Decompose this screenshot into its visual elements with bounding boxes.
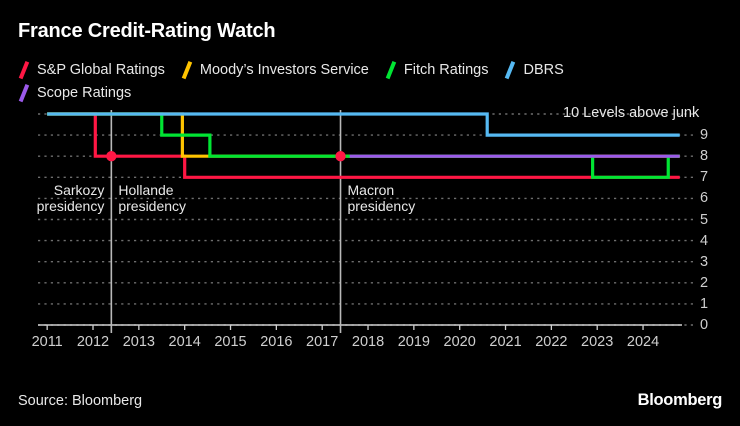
y-tick-label-6: 6 [700, 190, 709, 207]
era-label-macron: Macron presidency [347, 182, 416, 214]
bloomberg-logo: Bloomberg [637, 391, 723, 409]
x-tick-label-2020: 2020 [443, 334, 476, 350]
legend-item-dbrs[interactable]: DBRS [504, 60, 564, 79]
source-note: Source: Bloomberg [18, 393, 143, 409]
y-tick-label-4: 4 [700, 232, 709, 249]
chart-legend: S&P Global Ratings Moody’s Investors Ser… [18, 58, 718, 104]
era-label-hollande: Hollande presidency [118, 182, 187, 214]
legend-row-primary: S&P Global Ratings Moody’s Investors Ser… [18, 58, 718, 81]
legend-label-moodys: Moody’s Investors Service [199, 61, 369, 78]
x-tick-label-2019: 2019 [397, 334, 430, 350]
page-title: France Credit-Rating Watch [18, 20, 276, 42]
x-axis-labels: 2011 2012 2013 2014 2015 2016 2017 2018 2019 2020… [0, 334, 740, 356]
x-tick-label-2023: 2023 [581, 334, 614, 350]
legend-item-sp[interactable]: S&P Global Ratings [18, 60, 165, 79]
x-tick-label-2018: 2018 [351, 334, 385, 350]
x-tick-label-2013: 2013 [122, 334, 155, 350]
top-gridline-note: 10 Levels above junk [563, 105, 700, 121]
legend-item-moodys[interactable]: Moody’s Investors Service [181, 60, 369, 79]
legend-label-scope: Scope Ratings [37, 84, 132, 101]
y-tick-label-2: 2 [700, 274, 709, 291]
legend-label-dbrs: DBRS [523, 61, 564, 78]
x-tick-label-2022: 2022 [535, 334, 568, 350]
legend-label-sp: S&P Global Ratings [37, 61, 165, 78]
y-tick-label-5: 5 [700, 211, 709, 228]
legend-item-scope[interactable]: Scope Ratings [18, 83, 132, 102]
y-tick-label-3: 3 [700, 253, 709, 270]
y-tick-label-8: 8 [700, 147, 709, 164]
legend-label-fitch: Fitch Ratings [403, 61, 489, 78]
x-tick-label-2017: 2017 [306, 334, 339, 350]
y-tick-label-7: 7 [700, 169, 709, 186]
x-tick-label-2012: 2012 [76, 334, 110, 350]
era-label-sarkozy: Sarkozy presidency [36, 182, 105, 214]
x-tick-label-2024: 2024 [626, 334, 660, 350]
series-marker-0 [106, 151, 117, 162]
y-tick-label-0: 0 [700, 316, 709, 333]
y-axis-labels: 0 1 2 3 4 5 6 7 8 9 [700, 0, 730, 426]
series-line-s-p-global-ratings [47, 112, 680, 179]
series-marker-1 [335, 151, 346, 162]
legend-item-fitch[interactable]: Fitch Ratings [385, 60, 489, 79]
series-line-dbrs [47, 112, 680, 137]
y-tick-label-1: 1 [700, 295, 709, 312]
x-tick-label-2021: 2021 [489, 334, 522, 350]
x-tick-label-2016: 2016 [260, 334, 293, 350]
x-tick-label-2014: 2014 [168, 334, 201, 350]
y-tick-label-9: 9 [700, 126, 709, 143]
x-tick-label-2011: 2011 [31, 334, 63, 350]
x-tick-label-2015: 2015 [214, 334, 247, 350]
series-line-fitch-ratings [47, 112, 680, 179]
legend-row-secondary: Scope Ratings [18, 81, 718, 104]
